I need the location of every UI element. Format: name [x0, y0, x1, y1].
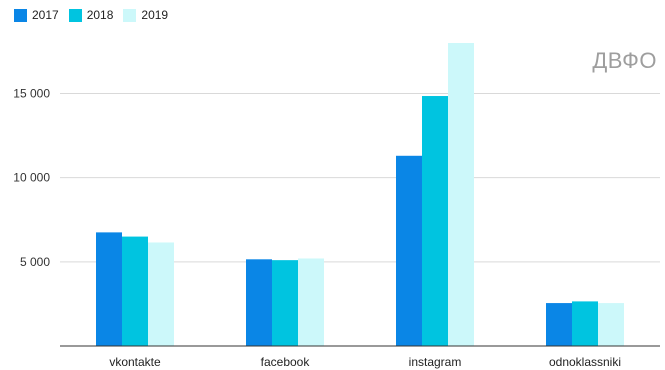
bar-odnoklassniki-2019	[598, 303, 624, 346]
legend-swatch-2018	[68, 8, 82, 22]
x-tick-label-vkontakte: vkontakte	[109, 355, 161, 369]
legend-label-2017: 2017	[32, 8, 59, 22]
y-tick-label-15000: 15 000	[13, 87, 50, 101]
bar-vkontakte-2019	[148, 242, 174, 346]
legend-swatch-2017	[14, 8, 27, 22]
legend-label-2019: 2019	[141, 8, 169, 22]
bar-odnoklassniki-2018	[572, 301, 598, 346]
bar-vkontakte-2018	[122, 236, 148, 346]
legend-item-2018: 2018	[68, 8, 114, 22]
legend-swatch-2019	[123, 8, 137, 22]
region-annotation: ДВФО	[592, 48, 657, 73]
bar-facebook-2017	[246, 259, 272, 346]
legend: 2017 2018 2019	[14, 8, 168, 22]
x-tick-label-facebook: facebook	[261, 355, 311, 369]
x-tick-label-odnoklassniki: odnoklassniki	[549, 355, 621, 369]
bar-instagram-2017	[396, 155, 422, 346]
bar-odnoklassniki-2017	[546, 303, 572, 346]
bar-vkontakte-2017	[96, 232, 122, 346]
legend-item-2017: 2017	[14, 8, 59, 22]
bar-facebook-2019	[298, 258, 324, 346]
bar-facebook-2018	[272, 260, 298, 346]
legend-label-2018: 2018	[86, 8, 114, 22]
x-tick-label-instagram: instagram	[409, 355, 462, 369]
bar-instagram-2018	[422, 96, 448, 347]
y-tick-label-5000: 5 000	[20, 255, 50, 269]
legend-item-2019: 2019	[123, 8, 168, 22]
y-tick-label-10000: 10 000	[13, 171, 50, 185]
bar-instagram-2019	[448, 43, 474, 346]
